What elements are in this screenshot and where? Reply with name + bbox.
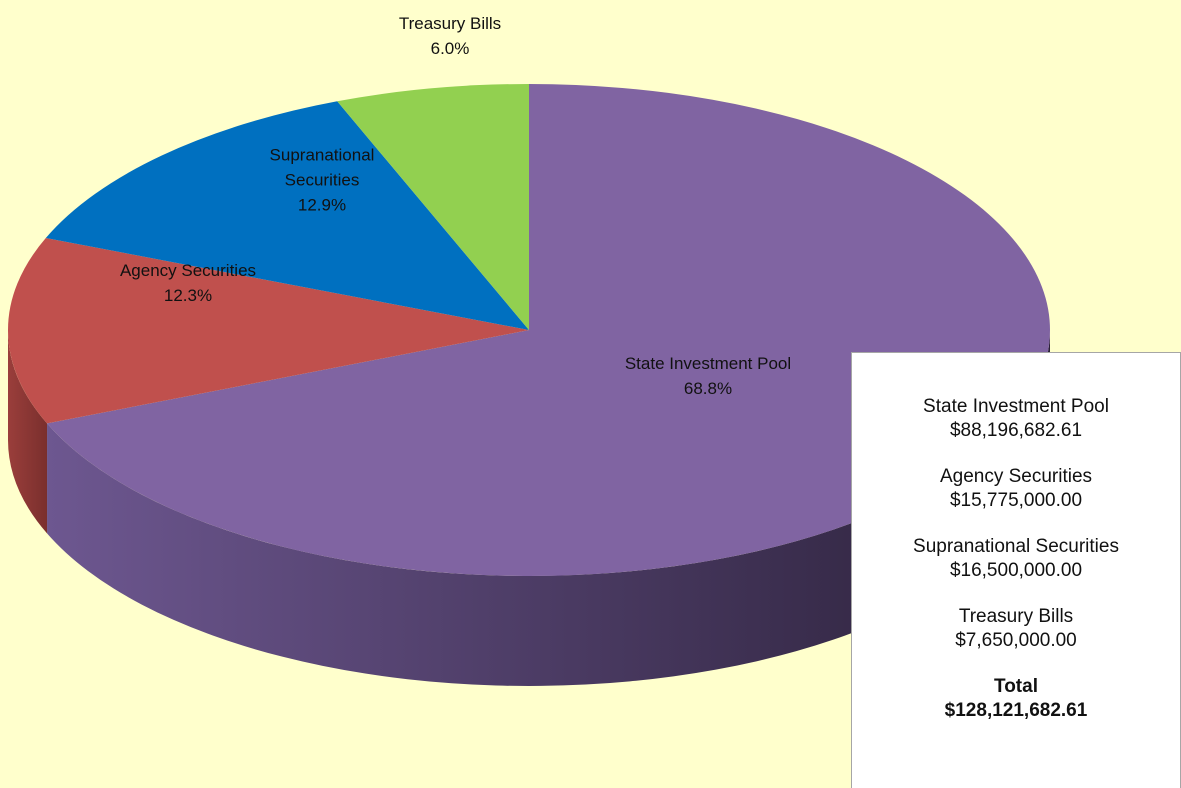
legend-total: Total $128,121,682.61 (852, 675, 1180, 723)
slice-label: Treasury Bills 6.0% (350, 11, 550, 61)
legend: State Investment Pool $88,196,682.61 Agenc… (851, 352, 1181, 788)
slice-label: Supranational Securities 12.9% (237, 143, 407, 218)
slice-percent: 6.0% (430, 39, 470, 58)
total-amount: $128,121,682.61 (944, 700, 1088, 721)
legend-amount: $15,775,000.00 (949, 490, 1083, 511)
legend-name: State Investment Pool (923, 396, 1109, 417)
slice-name: Supranational Securities (269, 145, 375, 190)
slice (8, 238, 530, 424)
legend-amount: $16,500,000.00 (949, 560, 1083, 581)
slice (47, 84, 1050, 576)
slice-percent: 12.3% (163, 286, 213, 305)
legend-name: Supranational Securities (913, 536, 1119, 557)
legend-name: Treasury Bills (958, 606, 1074, 627)
legend-item: Treasury Bills $7,650,000.00 (852, 605, 1180, 653)
slice-name: Agency Securities (119, 261, 257, 280)
slice-side (8, 330, 48, 534)
slice (337, 84, 529, 330)
slice-percent: 12.9% (297, 195, 347, 215)
slice-side (47, 330, 1050, 686)
slice-name: State Investment Pool (624, 354, 792, 373)
legend-name: Agency Securities (939, 466, 1093, 487)
slice-percent: 68.8% (683, 379, 733, 398)
legend-item: Agency Securities $15,775,000.00 (852, 465, 1180, 513)
legend-item: Supranational Securities $16,500,000.00 (852, 535, 1180, 583)
legend-amount: $88,196,682.61 (949, 420, 1083, 441)
legend-item: State Investment Pool $88,196,682.61 (852, 395, 1180, 443)
total-name: Total (994, 676, 1038, 697)
slice-label: Agency Securities 12.3% (78, 258, 298, 308)
slice-name: Treasury Bills (398, 14, 502, 33)
slice-label: State Investment Pool 68.8% (578, 351, 838, 401)
slice (45, 101, 529, 330)
legend-amount: $7,650,000.00 (955, 630, 1077, 651)
